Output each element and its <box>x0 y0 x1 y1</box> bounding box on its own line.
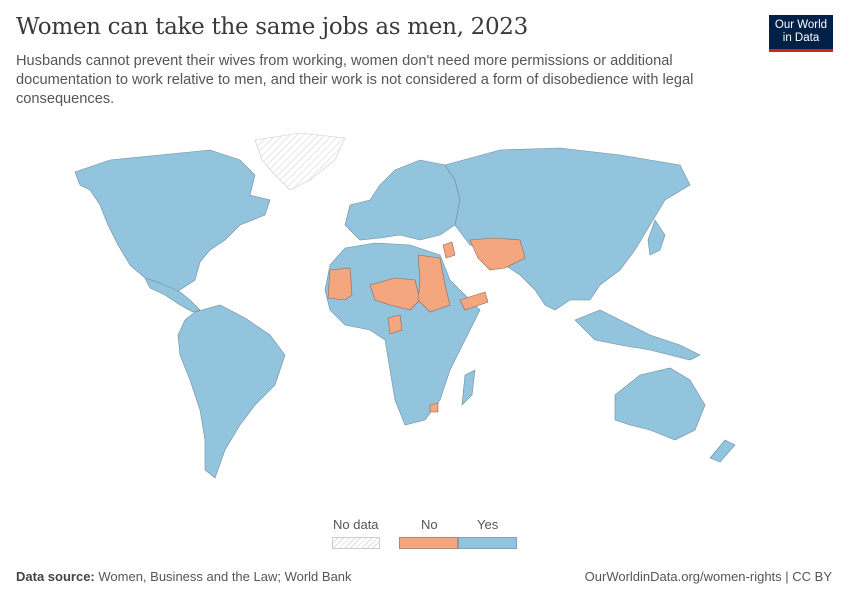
region-new-zealand[interactable] <box>709 439 736 463</box>
region-southeast-asia[interactable] <box>574 309 701 361</box>
page-title: Women can take the same jobs as men, 202… <box>16 14 528 40</box>
legend-swatch-no[interactable] <box>399 537 458 549</box>
legend-swatch-yes[interactable] <box>458 537 517 549</box>
legend-swatch-no-data[interactable] <box>332 537 380 549</box>
region-greenland[interactable] <box>254 132 346 191</box>
region-no-iran-afghanistan[interactable] <box>469 237 526 271</box>
owid-logo[interactable]: Our World in Data <box>769 15 833 52</box>
legend: No data No Yes <box>332 517 522 551</box>
region-australia[interactable] <box>614 367 706 441</box>
legend-label-yes: Yes <box>477 517 499 532</box>
region-south-america[interactable] <box>177 304 286 479</box>
region-north-america[interactable] <box>74 149 271 296</box>
data-source: Data source: Women, Business and the Law… <box>16 569 352 584</box>
region-no-southern-africa[interactable] <box>429 402 439 413</box>
logo-text: Our World in Data <box>774 19 828 44</box>
footer-link[interactable]: OurWorldinData.org/women-rights | CC BY <box>584 569 832 584</box>
region-no-yemen[interactable] <box>459 291 489 311</box>
region-no-jordan[interactable] <box>442 241 456 259</box>
source-text[interactable]: Women, Business and the Law; World Bank <box>98 569 352 584</box>
region-no-northwest-africa[interactable] <box>327 267 353 301</box>
region-no-sahel[interactable] <box>369 277 421 311</box>
region-central-america[interactable] <box>144 277 201 313</box>
region-asia[interactable] <box>444 147 691 311</box>
source-label: Data source: <box>16 569 95 584</box>
subtitle: Husbands cannot prevent their wives from… <box>16 53 694 107</box>
region-madagascar[interactable] <box>461 369 476 406</box>
region-europe[interactable] <box>344 159 461 241</box>
legend-label-no: No <box>421 517 438 532</box>
region-no-central-africa[interactable] <box>387 314 403 335</box>
region-no-egypt-sudan[interactable] <box>417 254 451 313</box>
legend-label-no-data: No data <box>333 517 379 532</box>
region-japan[interactable] <box>647 219 666 256</box>
world-map <box>74 132 736 479</box>
